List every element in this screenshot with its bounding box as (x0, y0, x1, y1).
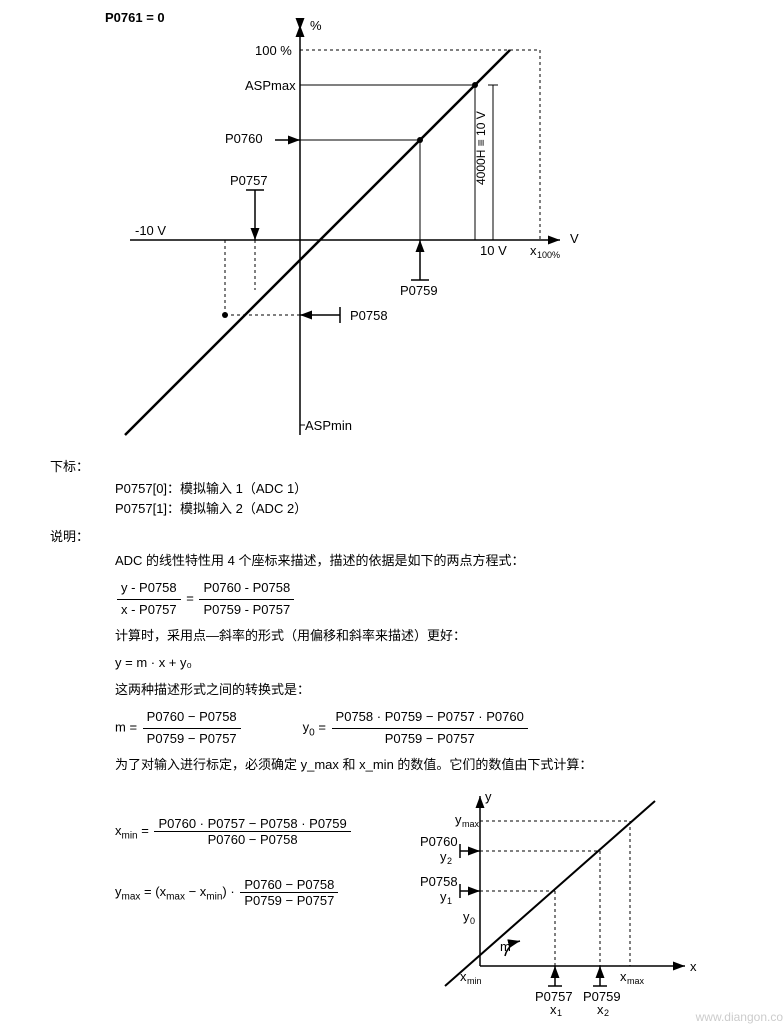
explain-heading: 说明： (50, 526, 783, 545)
svg-text:min: min (467, 976, 482, 986)
svg-text:y: y (455, 812, 462, 827)
main-diagram: 4000H ≡ 10 V % 100 % ASPmax P0760 P0757 … (50, 15, 783, 448)
svg-text:y: y (463, 909, 470, 924)
equation-2: y = m · x + y₀ (115, 653, 783, 674)
subscript-block: P0757[0]：模拟输入 1（ADC 1） P0757[1]：模拟输入 2（A… (115, 479, 783, 518)
svg-text:ASPmin: ASPmin (305, 418, 352, 433)
svg-text:100%: 100% (537, 250, 560, 260)
svg-text:x: x (690, 959, 697, 974)
svg-text:P0758: P0758 (350, 308, 388, 323)
svg-text:-10 V: -10 V (135, 223, 166, 238)
subscript-line-1: P0757[0]：模拟输入 1（ADC 1） (115, 479, 783, 499)
svg-text:max: max (462, 819, 480, 829)
explain-line-4: 为了对输入进行标定，必须确定 y_max 和 x_min 的数值。它们的数值由下… (115, 755, 783, 776)
svg-text:10 V: 10 V (480, 243, 507, 258)
svg-text:P0758: P0758 (420, 874, 458, 889)
svg-text:max: max (627, 976, 645, 986)
svg-text:0: 0 (470, 916, 475, 926)
svg-text:2: 2 (447, 856, 452, 866)
svg-text:%: % (310, 18, 322, 33)
svg-text:P0757: P0757 (230, 173, 268, 188)
svg-text:y: y (440, 889, 447, 904)
svg-text:x: x (620, 969, 627, 984)
subscript-heading: 下标： (50, 456, 783, 475)
explain-block: ADC 的线性特性用 4 个座标来描述，描述的依据是如下的两点方程式： y - … (115, 551, 783, 776)
svg-text:m: m (500, 939, 511, 954)
secondary-diagram: y ymax P0760 y2 P0758 y1 y0 m x xmin P07… (405, 786, 705, 1019)
svg-text:x: x (460, 969, 467, 984)
equation-3: m = P0760 − P0758P0759 − P0757 y0 = P075… (115, 707, 783, 750)
explain-line-3: 这两种描述形式之间的转换式是： (115, 680, 783, 701)
svg-text:1: 1 (557, 1008, 562, 1016)
svg-text:y: y (485, 789, 492, 804)
svg-text:2: 2 (604, 1008, 609, 1016)
svg-text:P0759: P0759 (400, 283, 438, 298)
explain-line-2: 计算时，采用点—斜率的形式（用偏移和斜率来描述）更好： (115, 626, 783, 647)
bottom-equations: xmin = P0760 · P0757 − P0758 · P0759P076… (115, 786, 395, 1019)
watermark: www.diangon.com (696, 1010, 783, 1024)
svg-text:y: y (440, 849, 447, 864)
header-title: P0761 = 0 (105, 10, 165, 25)
svg-text:P0760: P0760 (225, 131, 263, 146)
svg-text:1: 1 (447, 896, 452, 906)
svg-text:4000H ≡ 10 V: 4000H ≡ 10 V (474, 111, 488, 185)
explain-line-1: ADC 的线性特性用 4 个座标来描述，描述的依据是如下的两点方程式： (115, 551, 783, 572)
svg-text:ASPmax: ASPmax (245, 78, 296, 93)
svg-text:P0760: P0760 (420, 834, 458, 849)
svg-text:V: V (570, 231, 579, 246)
svg-text:x: x (597, 1002, 604, 1016)
svg-text:x: x (550, 1002, 557, 1016)
svg-text:x: x (530, 243, 537, 258)
svg-text:100 %: 100 % (255, 43, 292, 58)
equation-1: y - P0758x - P0757 = P0760 - P0758P0759 … (115, 578, 783, 621)
subscript-line-2: P0757[1]：模拟输入 2（ADC 2） (115, 499, 783, 519)
